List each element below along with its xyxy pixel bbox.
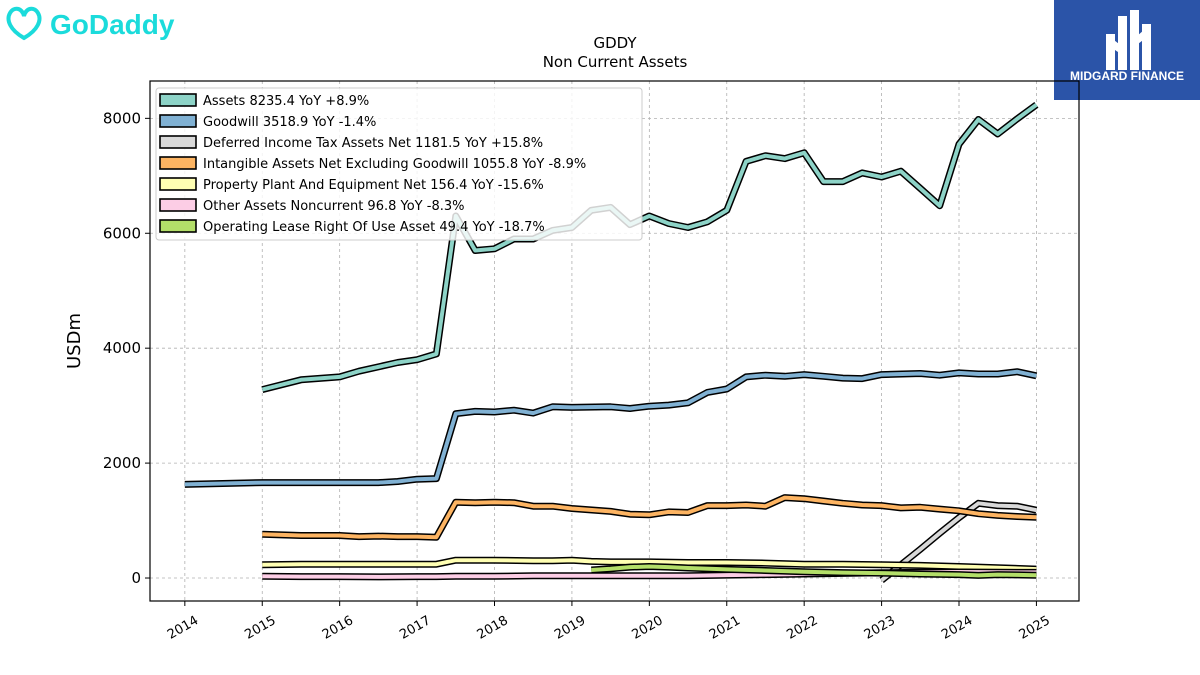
chart-subtitle: Non Current Assets (543, 53, 688, 71)
x-tick-label: 2014 (165, 613, 201, 643)
legend-swatch (159, 177, 197, 191)
series-intangible-assets-net-excluding-goodwill (262, 494, 1037, 541)
y-tick-label: 0 (131, 569, 141, 587)
midgard-logo: MIDGARD FINANCE (1054, 0, 1200, 100)
legend-label: Property Plant And Equipment Net 156.4 Y… (203, 178, 544, 193)
legend-item: Goodwill 3518.9 YoY -1.4% (159, 114, 376, 130)
x-tick-label: 2017 (397, 613, 433, 643)
legend-swatch (159, 93, 197, 107)
series-lines (184, 101, 1039, 584)
legend-item: Other Assets Noncurrent 96.8 YoY -8.3% (159, 198, 464, 214)
x-tick-label: 2020 (630, 613, 666, 643)
midgard-wordmark: MIDGARD FINANCE (1070, 69, 1184, 83)
legend-swatch (159, 219, 197, 233)
godaddy-logo: GoDaddy (6, 6, 175, 41)
godaddy-heart-icon (6, 6, 42, 41)
x-tick-label: 2015 (242, 613, 278, 643)
x-tick-label: 2022 (784, 613, 820, 643)
legend-label: Deferred Income Tax Assets Net 1181.5 Yo… (203, 136, 543, 151)
legend-item: Property Plant And Equipment Net 156.4 Y… (159, 177, 544, 193)
y-axis-label: USDm (64, 313, 85, 369)
y-tick-label: 2000 (103, 454, 141, 472)
x-tick-label: 2016 (320, 613, 356, 643)
legend-swatch (159, 198, 197, 212)
series-assets (261, 101, 1039, 393)
y-tick-label: 8000 (103, 109, 141, 127)
y-tick-label: 6000 (103, 224, 141, 242)
x-axis: 2014 2015 2016 2017 2018 2019 2020 2021 2022 2023… (165, 601, 1053, 643)
x-tick-label: 2023 (862, 613, 898, 643)
legend-label: Other Assets Noncurrent 96.8 YoY -8.3% (203, 199, 464, 214)
legend-swatch (159, 156, 197, 170)
y-axis: 0 2000 4000 6000 8000 (103, 109, 150, 587)
legend-label: Goodwill 3518.9 YoY -1.4% (203, 115, 376, 130)
series-line (262, 558, 1037, 572)
legend-item: Assets 8235.4 YoY +8.9% (159, 93, 369, 109)
legend-box (155, 87, 643, 241)
legend-label: Operating Lease Right Of Use Asset 49.4 … (203, 220, 545, 235)
legend-item: Intangible Assets Net Excluding Goodwill… (159, 156, 586, 172)
series-property-plant-and-equipment-net (262, 556, 1037, 573)
series-operating-lease-right-of-use-asset (591, 563, 1037, 579)
x-tick-label: 2024 (939, 613, 975, 643)
legend-label: Intangible Assets Net Excluding Goodwill… (203, 157, 586, 172)
midgard-emblem-icon: MIDGARD FINANCE (1070, 10, 1184, 83)
series-goodwill (184, 368, 1038, 488)
series-line (880, 501, 1037, 582)
x-tick-label: 2018 (475, 613, 511, 643)
legend: Assets 8235.4 YoY +8.9% Goodwill 3518.9 Y… (155, 87, 643, 241)
series-line (591, 564, 1037, 578)
series-deferred-income-tax-assets-net (879, 499, 1038, 584)
legend-item: Deferred Income Tax Assets Net 1181.5 Yo… (159, 135, 543, 151)
x-tick-label: 2025 (1017, 613, 1053, 643)
legend-swatch (159, 114, 197, 128)
plot-frame (149, 80, 1080, 602)
godaddy-wordmark: GoDaddy (50, 9, 175, 40)
series-line (261, 103, 1038, 392)
chart-title: GDDY (593, 34, 637, 52)
legend-label: Assets 8235.4 YoY +8.9% (203, 94, 369, 109)
series-line (262, 495, 1037, 540)
y-tick-label: 4000 (103, 339, 141, 357)
series-line (184, 369, 1037, 487)
series-outline (184, 368, 1038, 488)
x-tick-label: 2021 (707, 613, 743, 643)
legend-swatch (159, 135, 197, 149)
legend-item: Operating Lease Right Of Use Asset 49.4 … (159, 219, 545, 235)
x-tick-label: 2019 (552, 613, 588, 643)
